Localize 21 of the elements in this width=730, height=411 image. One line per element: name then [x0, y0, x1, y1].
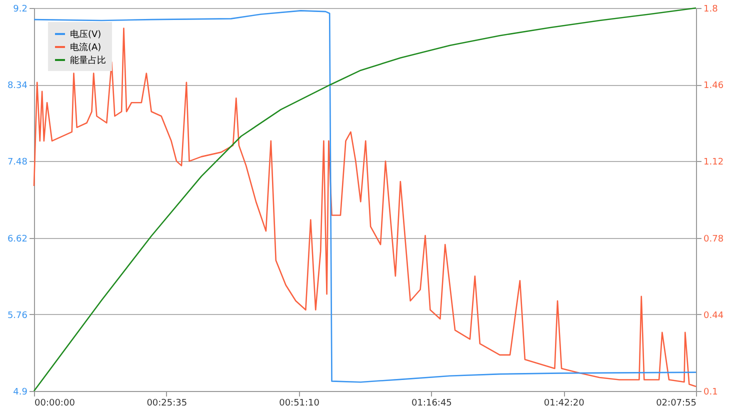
- x-tick-label: 01:42:20: [544, 398, 585, 408]
- y2-tick-label: 0.44: [704, 310, 724, 321]
- y2-tick-label: 0.78: [704, 234, 724, 244]
- y2-tick-label: 1.46: [704, 81, 724, 92]
- y-tick-label: 6.62: [7, 234, 28, 244]
- y-tick-label: 4.9: [13, 388, 28, 398]
- y-tick-label: 8.34: [7, 81, 28, 92]
- y2-tick-label: 1.12: [704, 158, 724, 168]
- legend-label: 电压(V): [70, 29, 102, 40]
- y2-tick-label: 1.8: [704, 4, 718, 14]
- legend-label: 电流(A): [70, 42, 102, 53]
- y-tick-label: 9.2: [13, 4, 28, 14]
- legend-label: 能量占比: [70, 55, 106, 66]
- x-tick-label: 02:07:55: [656, 398, 696, 408]
- x-tick-label: 00:51:10: [279, 398, 320, 408]
- x-tick-label: 00:25:35: [146, 398, 188, 408]
- x-tick-label: 00:00:00: [34, 398, 76, 408]
- y-tick-label: 7.48: [7, 158, 28, 168]
- x-tick-label: 01:16:45: [411, 398, 452, 408]
- y2-tick-label: 0.1: [704, 388, 718, 398]
- y-tick-label: 5.76: [7, 310, 28, 321]
